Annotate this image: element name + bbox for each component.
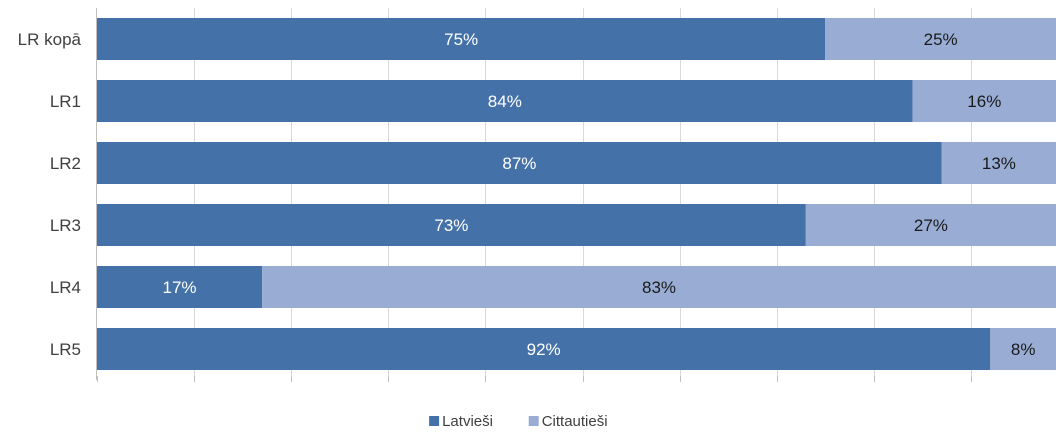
- legend-swatch: [528, 416, 539, 426]
- category-label: LR4: [50, 278, 81, 297]
- data-label: 25%: [924, 30, 958, 49]
- legend-entry: Latvieši: [442, 413, 493, 430]
- bar-cittautiesi: [262, 266, 1056, 308]
- bar-latviesi: [97, 142, 942, 184]
- bar-cittautiesi: [912, 80, 1056, 122]
- data-label: 16%: [967, 92, 1001, 111]
- gridlines: [96, 8, 972, 382]
- category-label: LR2: [50, 154, 81, 173]
- bar-cittautiesi: [990, 328, 1056, 370]
- data-label: 17%: [163, 278, 197, 297]
- category-label: LR5: [50, 340, 81, 359]
- data-label: 13%: [982, 154, 1016, 173]
- bar-cittautiesi: [825, 18, 1056, 60]
- data-label: 92%: [527, 340, 561, 359]
- bar-latviesi: [97, 18, 826, 60]
- data-label: 73%: [434, 216, 468, 235]
- data-label: 8%: [1011, 340, 1036, 359]
- value-labels: 75% 25% 84% 16% 87% 13% 73% 27% 17% 83% 92% 8%: [163, 30, 1036, 359]
- data-label: 83%: [642, 278, 676, 297]
- category-label: LR1: [50, 92, 81, 111]
- bar-cittautiesi: [941, 142, 1056, 184]
- data-label: 75%: [444, 30, 478, 49]
- category-label: LR3: [50, 216, 81, 235]
- bar-latviesi: [97, 204, 806, 246]
- bars: [97, 18, 1056, 370]
- bar-latviesi: [97, 266, 263, 308]
- data-label: 84%: [488, 92, 522, 111]
- bar-latviesi: [97, 328, 991, 370]
- data-label: 87%: [502, 154, 536, 173]
- bar-latviesi: [97, 80, 913, 122]
- category-labels: LR kopā LR1 LR2 LR3 LR4 LR5: [18, 30, 82, 359]
- legend: Latvieši Cittautieši: [429, 413, 608, 430]
- legend-entry: Cittautieši: [542, 413, 608, 430]
- category-label: LR kopā: [18, 30, 82, 49]
- data-label: 27%: [914, 216, 948, 235]
- bar-cittautiesi: [805, 204, 1056, 246]
- legend-swatch: [429, 416, 440, 426]
